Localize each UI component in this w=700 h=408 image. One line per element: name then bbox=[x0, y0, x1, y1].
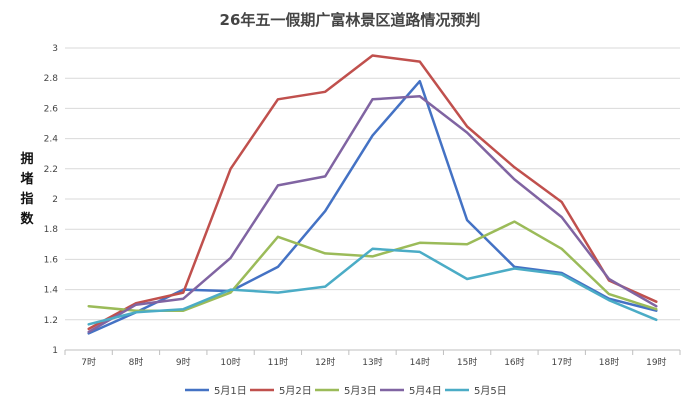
legend: 5月1日 5月2日 5月3日 5月4日 5月5日 bbox=[185, 385, 507, 397]
x-tick-label: 11时 bbox=[268, 356, 288, 368]
series-line-4 bbox=[87, 95, 658, 334]
legend-label: 5月2日 bbox=[279, 385, 312, 397]
x-tick-label: 10时 bbox=[220, 356, 240, 368]
y-axis-label-char: 指 bbox=[20, 191, 33, 207]
y-tick-label: 2.8 bbox=[44, 74, 59, 84]
y-tick-label: 1.6 bbox=[44, 255, 59, 265]
y-axis-ticks: 1 1.2 1.4 1.6 1.8 2 2.2 2.4 2.6 2.8 3 bbox=[44, 44, 59, 356]
x-tick-label: 9时 bbox=[176, 356, 191, 368]
x-tick-label: 18时 bbox=[599, 356, 619, 368]
x-tick-label: 14时 bbox=[410, 356, 430, 368]
y-tick-label: 2.2 bbox=[44, 165, 58, 175]
x-tick-label: 16时 bbox=[504, 356, 524, 368]
y-tick-label: 3 bbox=[52, 44, 58, 54]
y-tick-label: 1 bbox=[52, 346, 58, 356]
y-axis-label-char: 堵 bbox=[20, 171, 33, 187]
legend-label: 5月1日 bbox=[214, 385, 247, 397]
x-tick-label: 8时 bbox=[129, 356, 144, 368]
legend-label: 5月4日 bbox=[409, 385, 442, 397]
series-line-5 bbox=[87, 247, 658, 326]
y-tick-label: 2.6 bbox=[44, 104, 59, 114]
series-line-3 bbox=[87, 220, 658, 312]
gridlines bbox=[65, 47, 680, 351]
series-lines bbox=[87, 54, 658, 335]
legend-label: 5月5日 bbox=[474, 385, 507, 397]
y-tick-label: 1.8 bbox=[44, 225, 59, 235]
y-tick-label: 2.4 bbox=[44, 135, 59, 145]
y-axis-label-char: 数 bbox=[20, 211, 34, 227]
x-tick-label: 19时 bbox=[646, 356, 666, 368]
x-tick-label: 17时 bbox=[552, 356, 572, 368]
y-tick-label: 1.2 bbox=[44, 316, 58, 326]
legend-label: 5月3日 bbox=[344, 385, 377, 397]
x-tick-label: 13时 bbox=[362, 356, 382, 368]
x-tick-label: 15时 bbox=[457, 356, 477, 368]
x-tick-label: 7时 bbox=[81, 356, 96, 368]
chart-title: 26年五一假期广富林景区道路情况预判 bbox=[220, 11, 481, 29]
series-line-2 bbox=[87, 54, 658, 331]
y-tick-label: 2 bbox=[52, 195, 58, 205]
x-axis-ticks: 7时 8时 9时 10时 11时 12时 13时 14时 15时 16时 17时 18时 19时 bbox=[64, 350, 681, 368]
x-tick-label: 12时 bbox=[315, 356, 335, 368]
y-tick-label: 1.4 bbox=[44, 286, 59, 296]
y-axis-label-char: 拥 bbox=[20, 151, 33, 167]
